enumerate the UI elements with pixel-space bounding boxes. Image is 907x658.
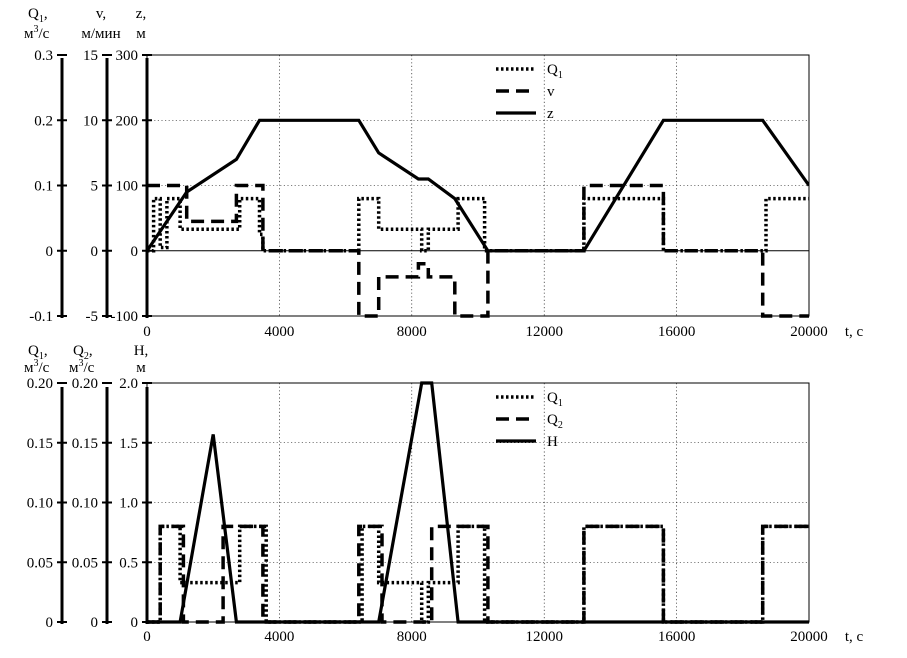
series-z-line (147, 118, 809, 253)
y-tick-label: 5 (91, 179, 99, 195)
y-axis-title: H, (134, 343, 149, 359)
y-tick-label: 2.0 (119, 376, 138, 392)
series-Q2-line (147, 524, 809, 624)
y-tick-label: 10 (83, 113, 98, 129)
y-tick-label: -5 (86, 309, 99, 325)
y-tick-label: 1.0 (119, 496, 138, 512)
y-tick-label: 0.2 (34, 113, 53, 129)
y-axis-unit: м (136, 26, 146, 42)
y-tick-label: 100 (116, 179, 139, 195)
chart-panel-1: 0 4000 8000 12000 16000 20000 t, c0.30.20.10-0… (24, 6, 864, 340)
y-axis-unit: м3/c (24, 358, 50, 376)
legend-label: H (547, 434, 558, 450)
y-tick-label: 0 (46, 244, 54, 260)
x-tick-label: 0 (143, 324, 151, 340)
x-tick-label: 0 (143, 629, 151, 645)
legend-label: v (547, 84, 555, 100)
x-tick-label: 20000 (790, 629, 828, 645)
series-Q1-line (147, 524, 809, 624)
y-axis-title: Q1, (28, 343, 48, 362)
x-tick-label: 20000 (790, 324, 828, 340)
y-axis-title: Q2, (73, 343, 93, 362)
y-axis-unit: м3/c (24, 24, 50, 42)
x-tick-label: 8000 (397, 629, 427, 645)
series-Q1-line (147, 196, 809, 253)
y-tick-label: 0 (131, 615, 139, 631)
y-tick-label: 0.20 (72, 376, 98, 392)
y-tick-label: 1.5 (119, 436, 138, 452)
y-tick-label: 0.10 (27, 496, 53, 512)
y-tick-label: 0.1 (34, 179, 53, 195)
series-H-line (147, 381, 809, 624)
y-axis-unit: м (136, 360, 146, 376)
legend-label: Q2 (547, 412, 563, 431)
legend-label: Q1 (547, 62, 563, 81)
y-tick-label: 0.05 (27, 555, 53, 571)
y-axis-title: Q1, (28, 6, 48, 25)
y-tick-label: 0.5 (119, 555, 138, 571)
x-tick-label: 4000 (264, 324, 294, 340)
y-tick-label: -0.1 (29, 309, 53, 325)
chart-panel-2: 0 4000 8000 12000 16000 20000 t, c 0.20 0.15 0.10… (24, 343, 864, 645)
legend-label: Q1 (547, 390, 563, 409)
y-tick-label: 0.20 (27, 376, 53, 392)
y-axis-unit: м/мин (81, 26, 120, 42)
y-tick-label: 0.15 (27, 436, 53, 452)
x-tick-label: 12000 (525, 629, 563, 645)
y-axis-title: v, (96, 6, 106, 22)
y-tick-label: 0.15 (72, 436, 98, 452)
y-tick-label: 0.3 (34, 48, 53, 64)
y-tick-label: -100 (111, 309, 139, 325)
y-tick-label: 0 (91, 615, 99, 631)
series-v-line (147, 183, 809, 318)
x-tick-label: 16000 (658, 629, 696, 645)
y-tick-label: 200 (116, 113, 139, 129)
y-tick-label: 0 (91, 244, 99, 260)
x-tick-label: 16000 (658, 324, 696, 340)
y-tick-label: 0.05 (72, 555, 98, 571)
y-tick-label: 0.10 (72, 496, 98, 512)
x-tick-label: 4000 (264, 629, 294, 645)
legend-label: z (547, 106, 554, 122)
x-axis-label: t, c (845, 629, 864, 645)
x-axis-label: t, c (845, 324, 864, 340)
y-axis-unit: м3/c (69, 358, 95, 376)
y-axis-title: z, (136, 6, 146, 22)
y-tick-label: 0 (131, 244, 139, 260)
x-tick-label: 12000 (525, 324, 563, 340)
y-tick-label: 0 (46, 615, 54, 631)
y-tick-label: 15 (83, 48, 98, 64)
x-tick-label: 8000 (397, 324, 427, 340)
y-tick-label: 300 (116, 48, 139, 64)
